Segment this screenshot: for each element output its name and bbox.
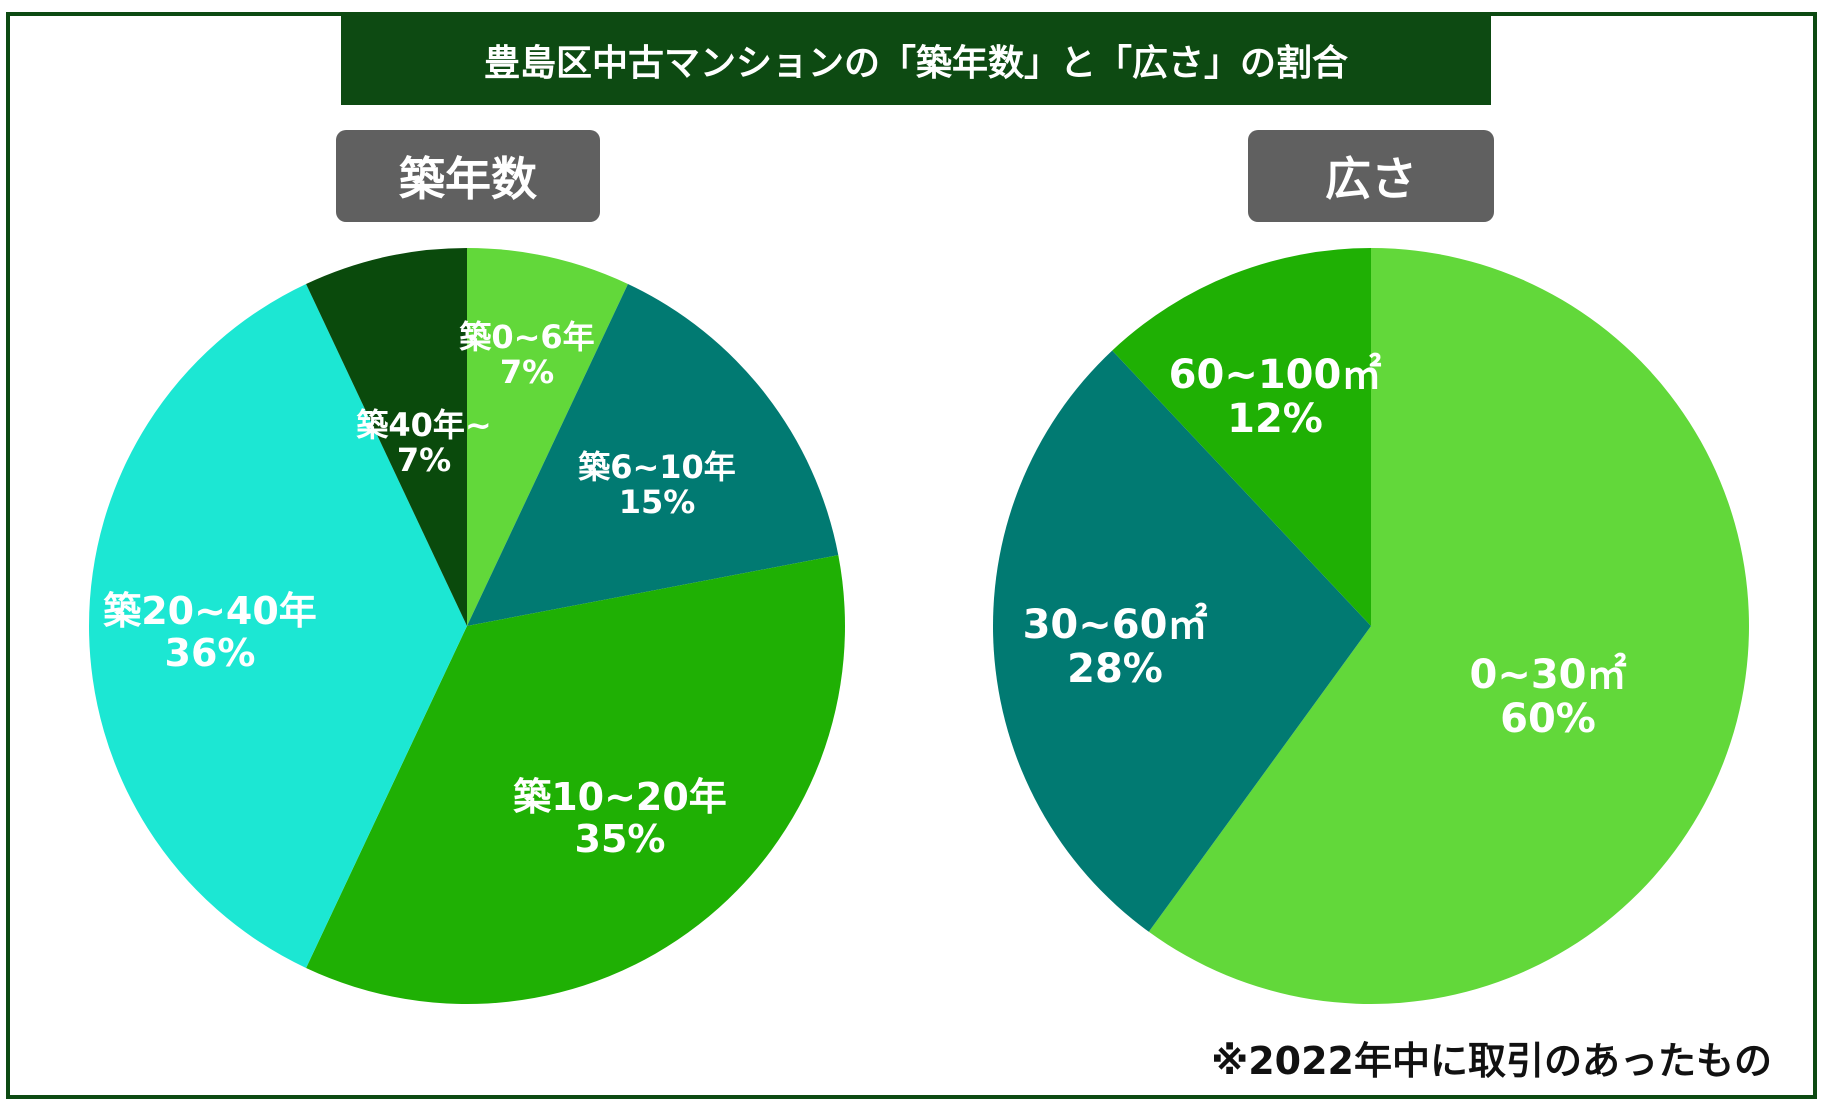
- pie0-slice-3-label: 築20~40年: [103, 589, 317, 633]
- pie1-slice-2: [1112, 248, 1371, 626]
- pie0-slice-3: [89, 283, 467, 969]
- pie0-slice-3-value: 36%: [165, 631, 256, 675]
- pie1-slice-1-label: 30~60㎡: [1023, 602, 1208, 648]
- pie1-slice-2-value: 12%: [1227, 396, 1323, 442]
- pie0-slice-1-label: 築6~10年: [578, 448, 736, 486]
- pie1-slice-2-label: 60~100㎡: [1169, 352, 1382, 398]
- pie0-slice-4-label: 築40年~: [356, 406, 491, 444]
- pie1-slice-0: [1148, 248, 1749, 1005]
- pie0-slice-0-value: 7%: [500, 353, 554, 391]
- pie0-slice-4: [306, 248, 467, 626]
- pie0-slice-0: [467, 248, 628, 626]
- size-chart-title: 広さ: [1248, 130, 1494, 222]
- pie1-slice-0-label: 0~30㎡: [1469, 652, 1626, 698]
- footnote: ※2022年中に取引のあったもの: [1211, 1039, 1772, 1083]
- pie0-slice-4-value: 7%: [397, 441, 451, 479]
- pie0-slice-1-value: 15%: [619, 483, 696, 521]
- page-title: 豊島区中古マンションの「築年数」と「広さ」の割合: [341, 15, 1491, 105]
- pie0-slice-0-label: 築0~6年: [459, 318, 594, 356]
- pie0-slice-2: [306, 555, 845, 1004]
- age-chart-title: 築年数: [336, 130, 600, 222]
- pie0-slice-1: [467, 283, 839, 626]
- pie1-slice-1-value: 28%: [1067, 646, 1163, 692]
- pie1-slice-0-value: 60%: [1500, 696, 1596, 742]
- pie1-slice-1: [993, 350, 1371, 932]
- pie0-slice-2-label: 築10~20年: [513, 775, 727, 819]
- pie0-slice-2-value: 35%: [575, 817, 666, 861]
